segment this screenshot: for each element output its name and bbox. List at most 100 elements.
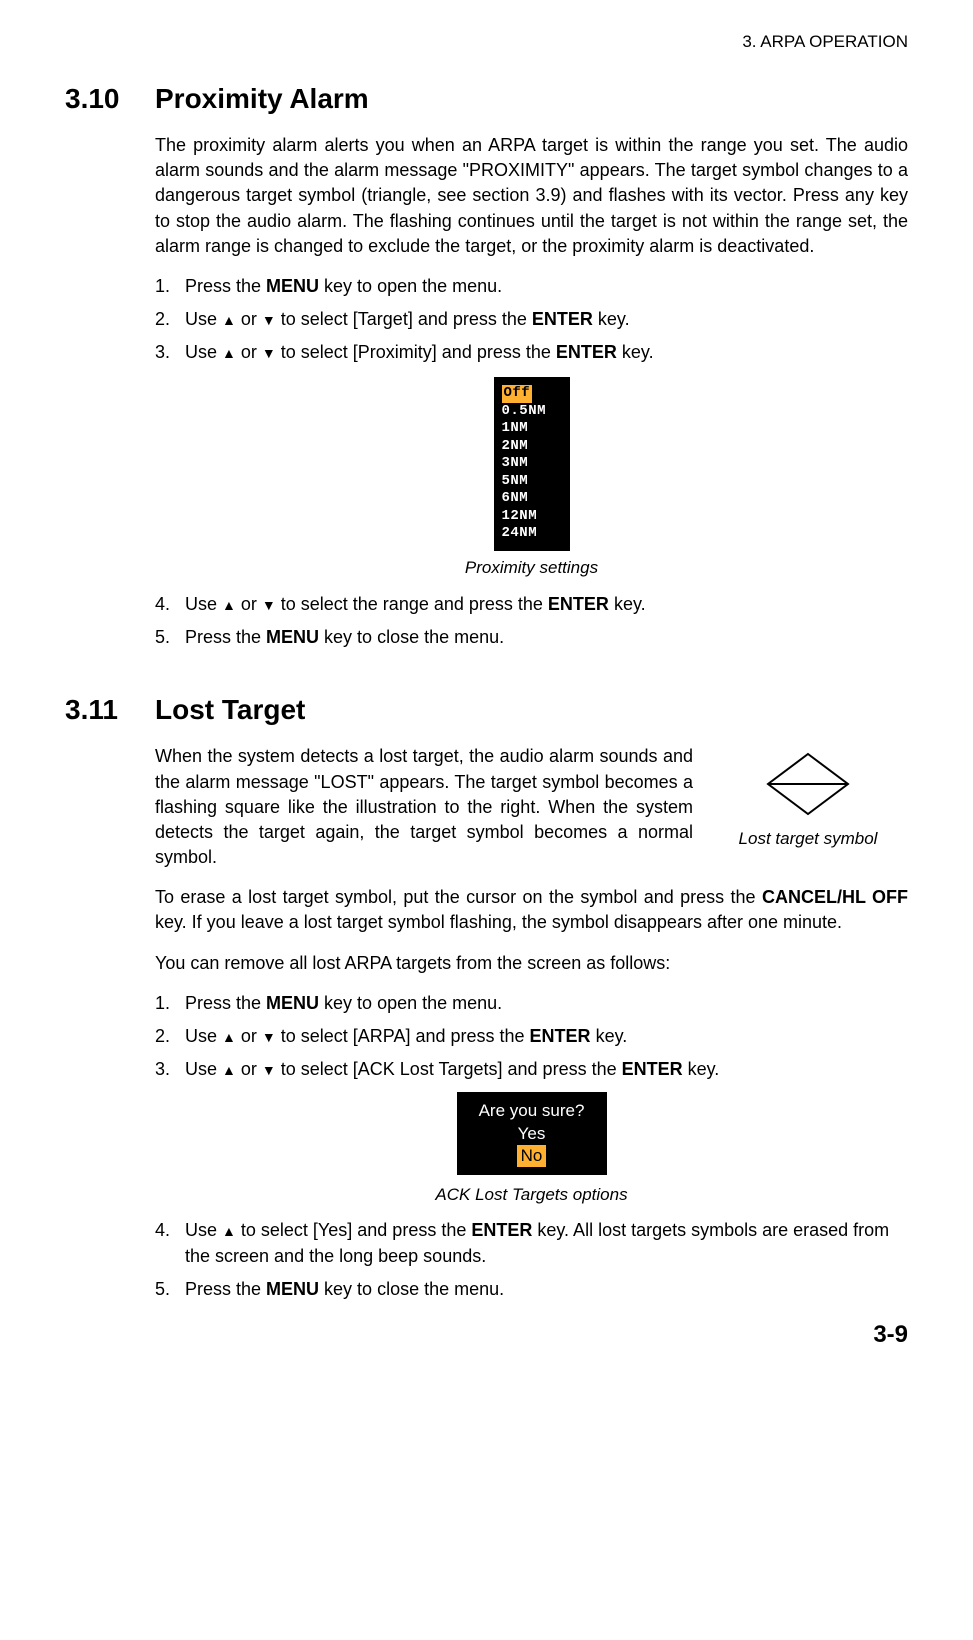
menu-item: 2NM — [502, 438, 562, 456]
step-text: to select [ACK Lost Targets] and press t… — [276, 1059, 622, 1079]
triangle-down-icon — [262, 1026, 276, 1046]
step-text: key to close the menu. — [319, 627, 504, 647]
paragraph-text: key. If you leave a lost target symbol f… — [155, 912, 842, 932]
section-title: Lost Target — [155, 690, 305, 729]
step-text: Use — [185, 1026, 222, 1046]
step-number: 4. — [155, 1218, 185, 1268]
confirm-dialog: Are you sure? Yes No — [457, 1092, 607, 1174]
paragraph: You can remove all lost ARPA targets fro… — [155, 951, 908, 976]
triangle-up-icon — [222, 1059, 236, 1079]
step-text: key to open the menu. — [319, 276, 502, 296]
key-name: MENU — [266, 993, 319, 1013]
triangle-up-icon — [222, 1220, 236, 1240]
menu-item: 3NM — [502, 455, 562, 473]
step-text: key. — [593, 309, 630, 329]
step-text: Use — [185, 594, 222, 614]
step-number: 2. — [155, 1024, 185, 1049]
section-title: Proximity Alarm — [155, 79, 369, 118]
intro-paragraph: When the system detects a lost target, t… — [155, 746, 693, 867]
chapter-header: 3. ARPA OPERATION — [65, 30, 908, 54]
key-name: MENU — [266, 1279, 319, 1299]
figure-caption: Proximity settings — [155, 556, 908, 580]
proximity-menu: Off 0.5NM 1NM 2NM 3NM 5NM 6NM 12NM 24NM — [494, 377, 570, 551]
key-name: CANCEL/HL OFF — [762, 887, 908, 907]
triangle-up-icon — [222, 309, 236, 329]
menu-item: 12NM — [502, 508, 562, 526]
step-text: to select [Target] and press the — [276, 309, 532, 329]
key-name: MENU — [266, 276, 319, 296]
key-name: ENTER — [471, 1220, 532, 1240]
key-name: ENTER — [532, 309, 593, 329]
step-1: 1. Press the MENU key to open the menu. — [155, 274, 908, 299]
step-number: 3. — [155, 1057, 185, 1082]
step-text: or — [236, 309, 262, 329]
triangle-down-icon — [262, 309, 276, 329]
key-name: ENTER — [556, 342, 617, 362]
step-text: to select [Proximity] and press the — [276, 342, 556, 362]
confirm-no-option-selected: No — [517, 1145, 547, 1167]
step-number: 2. — [155, 307, 185, 332]
triangle-down-icon — [262, 1059, 276, 1079]
paragraph: To erase a lost target symbol, put the c… — [155, 885, 908, 935]
step-5: 5. Press the MENU key to close the menu. — [155, 625, 908, 650]
step-text: key. — [683, 1059, 720, 1079]
step-text: Use — [185, 1220, 222, 1240]
menu-item: 24NM — [502, 525, 562, 543]
step-text: or — [236, 342, 262, 362]
step-4: 4. Use or to select the range and press … — [155, 592, 908, 617]
step-text: Use — [185, 1059, 222, 1079]
step-text: or — [236, 1026, 262, 1046]
figure-caption: ACK Lost Targets options — [155, 1183, 908, 1207]
menu-item: 5NM — [502, 473, 562, 491]
step-5: 5. Press the MENU key to close the menu. — [155, 1277, 908, 1302]
step-text: to select [ARPA] and press the — [276, 1026, 530, 1046]
step-text: or — [236, 1059, 262, 1079]
triangle-down-icon — [262, 342, 276, 362]
confirm-yes-option: Yes — [463, 1123, 601, 1145]
step-3: 3. Use or to select [Proximity] and pres… — [155, 340, 908, 365]
section-number: 3.10 — [65, 79, 155, 118]
intro-with-figure: Lost target symbol When the system detec… — [155, 744, 908, 870]
intro-paragraph: The proximity alarm alerts you when an A… — [155, 133, 908, 259]
step-text: Press the — [185, 276, 266, 296]
key-name: ENTER — [530, 1026, 591, 1046]
step-text: Use — [185, 342, 222, 362]
triangle-down-icon — [262, 594, 276, 614]
step-2: 2. Use or to select [ARPA] and press the… — [155, 1024, 908, 1049]
triangle-up-icon — [222, 594, 236, 614]
step-1: 1. Press the MENU key to open the menu. — [155, 991, 908, 1016]
step-2: 2. Use or to select [Target] and press t… — [155, 307, 908, 332]
step-text: to select [Yes] and press the — [236, 1220, 471, 1240]
step-number: 1. — [155, 991, 185, 1016]
confirm-question: Are you sure? — [463, 1100, 601, 1122]
step-number: 3. — [155, 340, 185, 365]
step-text: to select the range and press the — [276, 594, 548, 614]
step-text: Press the — [185, 1279, 266, 1299]
section-number: 3.11 — [65, 690, 155, 729]
menu-item: 6NM — [502, 490, 562, 508]
step-text: key. — [609, 594, 646, 614]
section-proximity-alarm: 3.10 Proximity Alarm The proximity alarm… — [65, 79, 908, 650]
menu-item-selected: Off — [502, 385, 533, 403]
step-number: 5. — [155, 625, 185, 650]
step-text: Use — [185, 309, 222, 329]
step-text: key. — [591, 1026, 628, 1046]
step-text: Press the — [185, 627, 266, 647]
key-name: ENTER — [548, 594, 609, 614]
triangle-up-icon — [222, 1026, 236, 1046]
step-text: key to open the menu. — [319, 993, 502, 1013]
lost-target-symbol-figure: Lost target symbol — [708, 749, 908, 851]
step-text: key. — [617, 342, 654, 362]
step-text: key to close the menu. — [319, 1279, 504, 1299]
section-lost-target: 3.11 Lost Target Lost target symbol When… — [65, 690, 908, 1302]
step-number: 1. — [155, 274, 185, 299]
step-number: 4. — [155, 592, 185, 617]
step-text: or — [236, 594, 262, 614]
key-name: ENTER — [622, 1059, 683, 1079]
paragraph-text: To erase a lost target symbol, put the c… — [155, 887, 762, 907]
lost-target-symbol-icon — [763, 749, 853, 819]
menu-item: 1NM — [502, 420, 562, 438]
figure-caption: Lost target symbol — [708, 827, 908, 851]
key-name: MENU — [266, 627, 319, 647]
step-3: 3. Use or to select [ACK Lost Targets] a… — [155, 1057, 908, 1082]
